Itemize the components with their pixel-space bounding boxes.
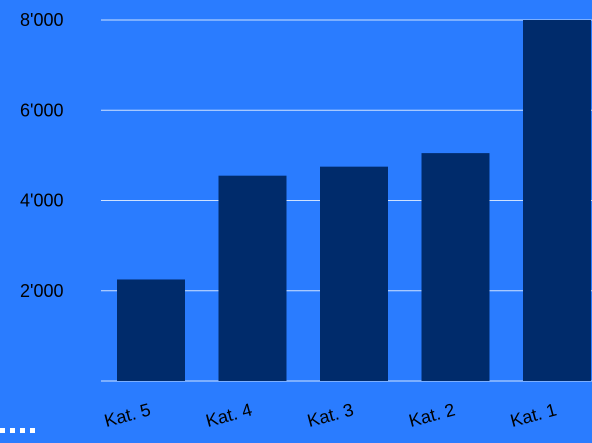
dot <box>0 428 5 433</box>
y-tick-label: 4'000 <box>20 191 63 211</box>
y-axis-tick-labels: 2'000 4'000 6'000 8'000 <box>20 10 63 301</box>
bar <box>523 20 591 381</box>
bar <box>117 279 185 381</box>
y-tick-label: 6'000 <box>20 100 63 120</box>
bar <box>218 175 287 381</box>
ellipsis-decoration <box>0 428 35 433</box>
y-tick-label: 8'000 <box>20 10 63 30</box>
x-category-label: Kat. 5 <box>102 399 153 430</box>
dot <box>20 428 25 433</box>
x-category-label: Kat. 2 <box>407 399 458 430</box>
x-category-label: Kat. 1 <box>508 399 559 430</box>
y-tick-label: 2'000 <box>20 281 63 301</box>
bar <box>421 153 490 381</box>
x-category-label: Kat. 3 <box>305 399 356 430</box>
bar <box>320 166 388 381</box>
bars <box>117 20 591 381</box>
dot <box>30 428 35 433</box>
x-category-label: Kat. 4 <box>204 399 255 430</box>
x-axis-category-labels: Kat. 5 Kat. 4 Kat. 3 Kat. 2 Kat. 1 <box>102 399 559 430</box>
dot <box>10 428 15 433</box>
